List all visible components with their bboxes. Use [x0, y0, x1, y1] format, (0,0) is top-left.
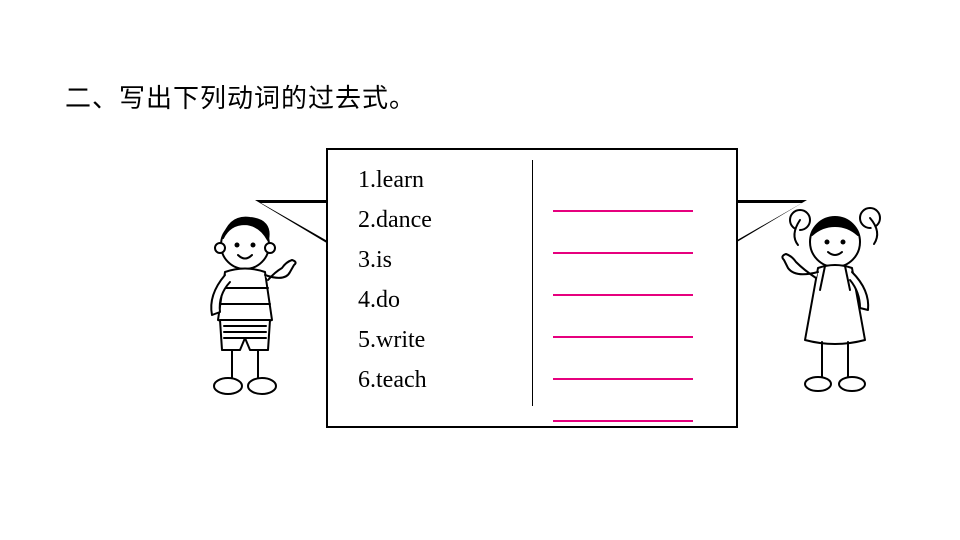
answer-line-2[interactable]	[553, 212, 693, 254]
boy-icon	[190, 210, 310, 410]
girl-icon	[770, 200, 900, 410]
word-3: 3.is	[358, 240, 432, 280]
page: 二、写出下列动词的过去式。 1.learn 2.dance 3.is 4.do …	[0, 0, 960, 540]
answer-lines	[553, 170, 693, 422]
answer-line-1[interactable]	[553, 170, 693, 212]
word-6: 6.teach	[358, 360, 432, 400]
answer-line-3[interactable]	[553, 254, 693, 296]
word-1: 1.learn	[358, 160, 432, 200]
answer-line-5[interactable]	[553, 338, 693, 380]
exercise-box: 1.learn 2.dance 3.is 4.do 5.write 6.teac…	[326, 148, 738, 428]
section-title: 二、写出下列动词的过去式。	[65, 78, 416, 115]
answer-line-4[interactable]	[553, 296, 693, 338]
word-2: 2.dance	[358, 200, 432, 240]
word-5: 5.write	[358, 320, 432, 360]
word-list: 1.learn 2.dance 3.is 4.do 5.write 6.teac…	[358, 160, 432, 400]
answer-line-6[interactable]	[553, 380, 693, 422]
box-divider	[532, 160, 533, 406]
word-4: 4.do	[358, 280, 432, 320]
